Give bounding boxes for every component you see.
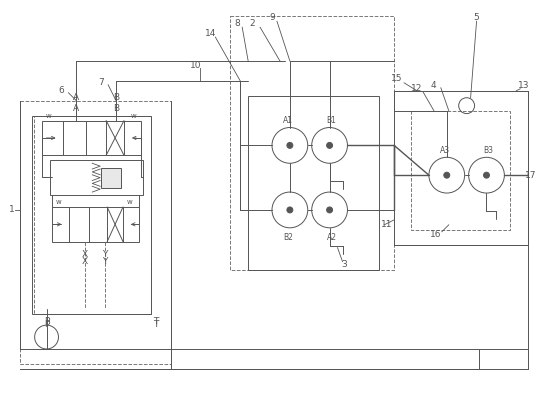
Bar bbox=[42, 121, 141, 155]
Text: 6: 6 bbox=[59, 86, 64, 95]
Text: 11: 11 bbox=[382, 220, 393, 229]
Text: 1: 1 bbox=[9, 205, 15, 215]
Text: w: w bbox=[131, 113, 137, 119]
Bar bbox=[31, 115, 151, 314]
Bar bbox=[101, 168, 121, 188]
Text: 17: 17 bbox=[525, 171, 537, 180]
Bar bbox=[230, 16, 394, 269]
Text: 5: 5 bbox=[474, 13, 480, 22]
Text: 4: 4 bbox=[431, 81, 437, 90]
Text: 3: 3 bbox=[341, 260, 347, 269]
Text: P: P bbox=[44, 320, 49, 329]
Text: 16: 16 bbox=[430, 230, 442, 239]
Text: X: X bbox=[82, 257, 88, 266]
Circle shape bbox=[287, 207, 293, 213]
Bar bbox=[51, 207, 139, 242]
Text: A: A bbox=[73, 93, 80, 102]
Text: B2: B2 bbox=[283, 233, 293, 242]
Text: 12: 12 bbox=[411, 84, 423, 93]
Bar bbox=[411, 111, 511, 230]
Text: A2: A2 bbox=[327, 233, 337, 242]
Text: 15: 15 bbox=[391, 74, 403, 83]
Text: T: T bbox=[153, 317, 158, 326]
Text: 7: 7 bbox=[98, 78, 104, 87]
Text: B1: B1 bbox=[327, 116, 337, 125]
Text: A1: A1 bbox=[283, 116, 293, 125]
Text: A3: A3 bbox=[440, 146, 450, 155]
Text: Y: Y bbox=[102, 250, 108, 259]
Text: 8: 8 bbox=[234, 19, 240, 28]
Circle shape bbox=[287, 142, 293, 148]
Circle shape bbox=[327, 207, 333, 213]
Text: P: P bbox=[44, 317, 49, 326]
Text: 14: 14 bbox=[205, 28, 216, 38]
Text: 2: 2 bbox=[249, 19, 255, 28]
Circle shape bbox=[327, 142, 333, 148]
Text: 13: 13 bbox=[518, 81, 529, 90]
Text: w: w bbox=[56, 199, 61, 205]
Text: A: A bbox=[73, 104, 80, 113]
Text: T: T bbox=[153, 320, 158, 329]
Text: 9: 9 bbox=[269, 13, 275, 22]
Text: w: w bbox=[127, 199, 133, 205]
Text: w: w bbox=[46, 113, 51, 119]
Text: B: B bbox=[113, 93, 119, 102]
Bar bbox=[34, 115, 151, 314]
Bar bbox=[394, 91, 528, 245]
Bar bbox=[20, 101, 171, 364]
Bar bbox=[49, 160, 143, 195]
Bar bbox=[248, 96, 379, 269]
Text: X: X bbox=[82, 250, 88, 259]
Circle shape bbox=[444, 172, 450, 178]
Text: 10: 10 bbox=[190, 61, 201, 71]
Circle shape bbox=[483, 172, 489, 178]
Text: Y: Y bbox=[102, 257, 108, 266]
Text: B3: B3 bbox=[483, 146, 493, 155]
Text: B: B bbox=[113, 104, 119, 113]
